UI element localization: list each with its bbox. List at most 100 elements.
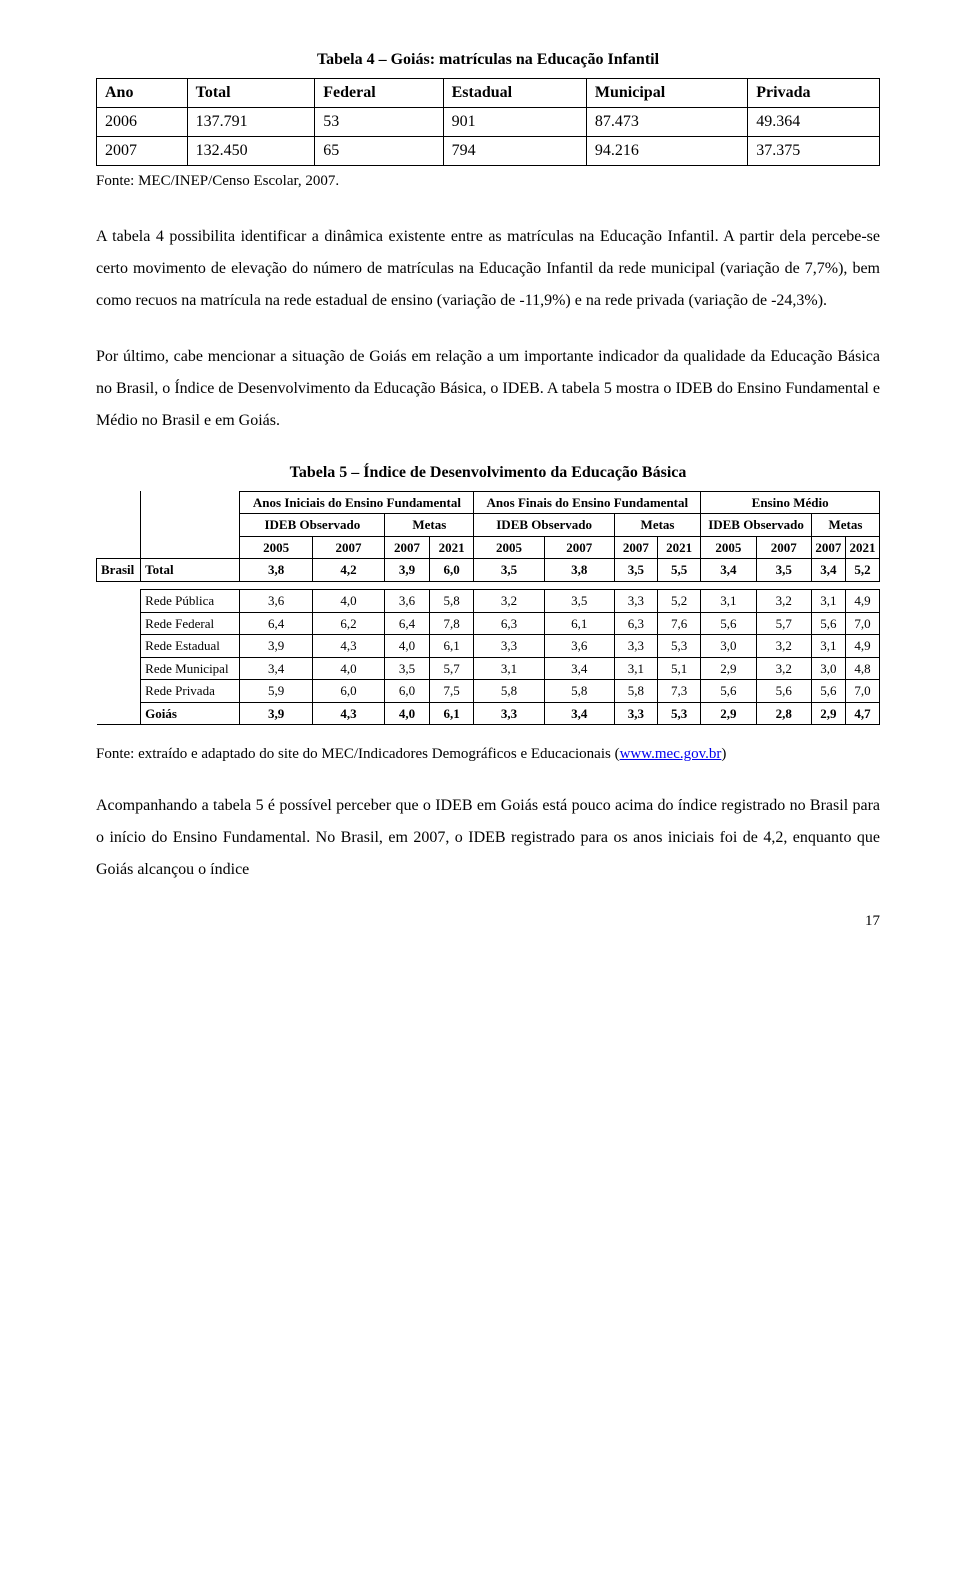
t5-cell: 5,6	[701, 612, 756, 635]
t5-cell: 3,0	[701, 635, 756, 658]
t5-cell: 2,9	[701, 657, 756, 680]
t5-row-label1	[97, 657, 141, 680]
t5-cell: 3,0	[811, 657, 845, 680]
t5-row-label1: Brasil	[97, 559, 141, 582]
t5-cell: 5,7	[429, 657, 474, 680]
t5-row-label1	[97, 590, 141, 613]
t5-cell: 3,2	[474, 590, 544, 613]
t5-sh5: Metas	[811, 514, 879, 537]
t5-src-suffix: )	[721, 746, 726, 762]
t5-cell: 3,1	[701, 590, 756, 613]
t5-cell: 6,3	[614, 612, 657, 635]
t5-cell: 3,4	[544, 702, 614, 725]
t5-cell: 5,5	[658, 559, 701, 582]
t5-cell: 6,1	[429, 635, 474, 658]
t5-cell: 5,3	[658, 702, 701, 725]
t5-cell: 3,1	[811, 590, 845, 613]
t5-cell: 4,9	[845, 635, 879, 658]
t4-r1c2: 65	[315, 137, 443, 166]
t5-y2: 2007	[385, 536, 430, 559]
t5-cell: 6,0	[385, 680, 430, 703]
t4-r1c3: 794	[443, 137, 586, 166]
t5-cell: 3,9	[240, 702, 312, 725]
t5-cell: 4,0	[385, 635, 430, 658]
t5-cell: 6,4	[385, 612, 430, 635]
t5-cell: 4,0	[312, 657, 384, 680]
t5-cell: 5,6	[811, 612, 845, 635]
t5-cell: 5,8	[614, 680, 657, 703]
t5-cell: 5,8	[474, 680, 544, 703]
t5-blank2	[141, 491, 240, 559]
t5-cell: 3,4	[701, 559, 756, 582]
t5-cell: 7,6	[658, 612, 701, 635]
t5-sh4: IDEB Observado	[701, 514, 812, 537]
table4-title: Tabela 4 – Goiás: matrículas na Educação…	[96, 48, 880, 72]
t5-cell: 3,2	[756, 635, 811, 658]
t5-cell: 6,2	[312, 612, 384, 635]
t5-src-link[interactable]: www.mec.gov.br	[620, 746, 722, 762]
t5-cell: 4,9	[845, 590, 879, 613]
t5-cell: 5,3	[658, 635, 701, 658]
table4: Ano Total Federal Estadual Municipal Pri…	[96, 78, 880, 166]
paragraph-3: Acompanhando a tabela 5 é possível perce…	[96, 790, 880, 886]
t5-cell: 7,0	[845, 612, 879, 635]
t5-cell: 3,5	[474, 559, 544, 582]
t4-h1: Total	[187, 79, 315, 108]
t5-y3: 2021	[429, 536, 474, 559]
t4-h5: Privada	[748, 79, 880, 108]
t5-y7: 2021	[658, 536, 701, 559]
t5-cell: 3,8	[240, 559, 312, 582]
t5-row-label1	[97, 702, 141, 725]
t5-row-label2: Rede Privada	[141, 680, 240, 703]
t5-cell: 4,3	[312, 702, 384, 725]
t5-cell: 4,3	[312, 635, 384, 658]
t4-r0c3: 901	[443, 108, 586, 137]
t5-cell: 5,2	[658, 590, 701, 613]
t5-cell: 3,9	[240, 635, 312, 658]
t5-cell: 2,8	[756, 702, 811, 725]
t5-row-label1	[97, 680, 141, 703]
t5-cell: 3,3	[474, 635, 544, 658]
t5-cell: 3,6	[240, 590, 312, 613]
t5-cell: 3,1	[811, 635, 845, 658]
t5-cell: 6,1	[544, 612, 614, 635]
t5-cell: 4,0	[385, 702, 430, 725]
t5-gh2: Ensino Médio	[701, 491, 880, 514]
table5: Anos Iniciais do Ensino Fundamental Anos…	[96, 491, 880, 726]
t5-cell: 3,6	[385, 590, 430, 613]
t5-cell: 3,5	[385, 657, 430, 680]
t5-y1: 2007	[312, 536, 384, 559]
t5-cell: 4,0	[312, 590, 384, 613]
t5-cell: 3,1	[614, 657, 657, 680]
t4-r1c5: 37.375	[748, 137, 880, 166]
t5-row-label2: Rede Municipal	[141, 657, 240, 680]
t4-h4: Municipal	[586, 79, 747, 108]
t5-cell: 7,0	[845, 680, 879, 703]
t5-cell: 5,7	[756, 612, 811, 635]
t5-row-label1	[97, 635, 141, 658]
t5-cell: 3,4	[240, 657, 312, 680]
t5-cell: 3,5	[544, 590, 614, 613]
t5-y6: 2007	[614, 536, 657, 559]
t5-cell: 3,3	[614, 635, 657, 658]
t4-r0c4: 87.473	[586, 108, 747, 137]
table5-source: Fonte: extraído e adaptado do site do ME…	[96, 743, 880, 766]
table4-source: Fonte: MEC/INEP/Censo Escolar, 2007.	[96, 170, 880, 193]
t5-cell: 5,6	[811, 680, 845, 703]
t5-y8: 2005	[701, 536, 756, 559]
t5-cell: 3,4	[544, 657, 614, 680]
t5-y9: 2007	[756, 536, 811, 559]
paragraph-2: Por último, cabe mencionar a situação de…	[96, 341, 880, 437]
t5-cell: 3,4	[811, 559, 845, 582]
t5-cell: 3,8	[544, 559, 614, 582]
t5-cell: 7,8	[429, 612, 474, 635]
t5-cell: 5,6	[701, 680, 756, 703]
t5-sh1: Metas	[385, 514, 474, 537]
t5-cell: 3,5	[756, 559, 811, 582]
t4-r1c1: 132.450	[187, 137, 315, 166]
t5-cell: 3,9	[385, 559, 430, 582]
t5-cell: 3,6	[544, 635, 614, 658]
t5-row-label1	[97, 612, 141, 635]
t5-y0: 2005	[240, 536, 312, 559]
t5-y4: 2005	[474, 536, 544, 559]
